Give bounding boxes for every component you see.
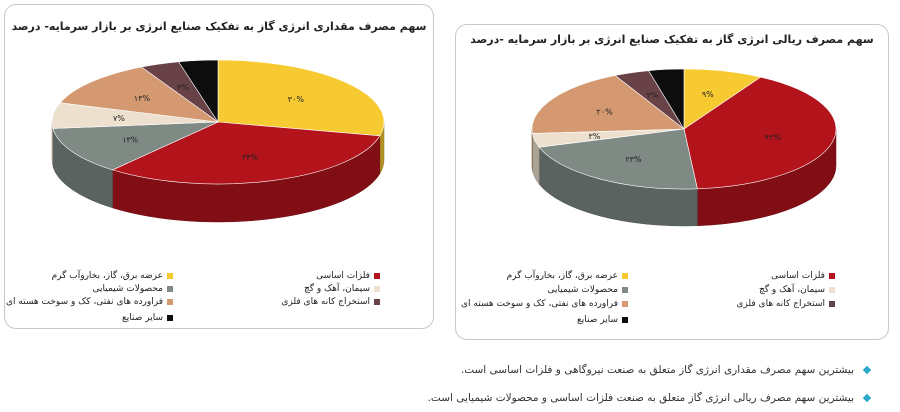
legend-item: فراورده های نفتی، کک و سوخت هسته ای bbox=[6, 297, 173, 307]
legend-item: سیمان، آهک و گچ bbox=[759, 285, 835, 295]
legend-swatch bbox=[829, 287, 835, 293]
legend-item: عرضه برق، گاز، بخاروآب گرم bbox=[507, 271, 628, 281]
legend-item: محصولات شیمیایی bbox=[93, 284, 173, 294]
pie-data-label: ۲۳% bbox=[625, 155, 642, 164]
pie-slice bbox=[648, 68, 685, 131]
legend-swatch bbox=[622, 301, 628, 307]
legend-swatch bbox=[167, 315, 173, 321]
legend-item: سایر صنایع bbox=[122, 313, 173, 323]
legend-swatch bbox=[374, 299, 380, 305]
pie-data-label: ۱۳% bbox=[134, 94, 151, 103]
legend-label: محصولات شیمیایی bbox=[92, 284, 163, 294]
legend-item: فراورده های نفتی، کک و سوخت هسته ای bbox=[461, 299, 628, 309]
legend-label: سیمان، آهک و گچ bbox=[303, 284, 370, 294]
legend-label: استخراج کانه های فلزی bbox=[736, 299, 825, 309]
legend-item: استخراج کانه های فلزی bbox=[736, 299, 835, 309]
chart-card-rial: سهم مصرف ریالی انرژی گاز به تفکیک صنایع … bbox=[455, 24, 889, 340]
legend-item: فلزات اساسی bbox=[316, 271, 380, 281]
pie-data-label: ۱۳% bbox=[122, 136, 139, 145]
legend-label: فلزات اساسی bbox=[316, 271, 370, 281]
pie-data-label: ۴۳% bbox=[765, 133, 782, 142]
legend-item: فلزات اساسی bbox=[771, 271, 835, 281]
legend-swatch bbox=[374, 286, 380, 292]
diamond-bullet-icon bbox=[862, 365, 872, 375]
note-item: بیشترین سهم مصرف ریالی انرژی گاز متعلق ب… bbox=[427, 392, 872, 404]
legend-label: عرضه برق، گاز، بخاروآب گرم bbox=[506, 271, 618, 281]
pie-data-label: ۳۰% bbox=[288, 95, 305, 104]
pie-data-label: ۷% bbox=[113, 114, 125, 123]
legend-swatch bbox=[167, 273, 173, 279]
legend-swatch bbox=[167, 299, 173, 305]
legend-item: استخراج کانه های فلزی bbox=[281, 297, 380, 307]
pie-slice bbox=[538, 128, 698, 190]
pie-data-label: ۳% bbox=[589, 132, 601, 141]
legend-swatch bbox=[829, 273, 835, 279]
chart-title: سهم مصرف ریالی انرژی گاز به تفکیک صنایع … bbox=[470, 33, 874, 46]
pie-chart-rial: ۹% ۴۳% ۲۳% ۳% ۲۰% ۳% bbox=[531, 68, 837, 227]
legend-label: سیمان، آهک و گچ bbox=[758, 285, 825, 295]
legend-label: استخراج کانه های فلزی bbox=[281, 297, 370, 307]
diamond-bullet-icon bbox=[862, 393, 872, 403]
chart-title: سهم مصرف مقداری انرژی گاز به تفکیک صنایع… bbox=[11, 20, 427, 33]
legend-item: سیمان، آهک و گچ bbox=[304, 284, 380, 294]
pie-slice bbox=[59, 66, 219, 123]
legend-swatch bbox=[829, 301, 835, 307]
pie-slice bbox=[217, 59, 385, 137]
legend-label: فلزات اساسی bbox=[771, 271, 825, 281]
legend-item: سایر صنایع bbox=[577, 315, 628, 325]
legend-swatch bbox=[622, 317, 628, 323]
note-item: بیشترین سهم مصرف مقداری انرژی گاز متعلق … bbox=[460, 364, 872, 376]
pie-slice bbox=[111, 121, 381, 185]
pie-data-label: ۹% bbox=[702, 90, 714, 99]
note-text: بیشترین سهم مصرف ریالی انرژی گاز متعلق ب… bbox=[427, 392, 854, 404]
pie-data-label: ۳% bbox=[647, 91, 659, 100]
legend-label: سایر صنایع bbox=[576, 315, 618, 325]
pie-data-label: ۳% bbox=[177, 83, 189, 92]
chart-card-quantity: سهم مصرف مقداری انرژی گاز به تفکیک صنایع… bbox=[4, 4, 434, 329]
legend-swatch bbox=[167, 286, 173, 292]
chart-legend: عرضه برق، گاز، بخاروآب گرم فلزات اساسی محص… bbox=[456, 263, 890, 333]
legend-label: فراورده های نفتی، کک و سوخت هسته ای bbox=[460, 299, 618, 309]
pie-data-label: ۲۰% bbox=[596, 107, 613, 116]
pie-slice bbox=[683, 76, 837, 190]
pie-slice bbox=[178, 59, 219, 124]
legend-swatch bbox=[622, 273, 628, 279]
chart-legend: عرضه برق، گاز، بخاروآب گرم فلزات اساسی محص… bbox=[5, 263, 435, 327]
pie-slice bbox=[531, 75, 685, 134]
legend-item: محصولات شیمیایی bbox=[548, 285, 628, 295]
legend-label: عرضه برق، گاز، بخاروآب گرم bbox=[51, 271, 163, 281]
legend-swatch bbox=[374, 273, 380, 279]
pie-data-label: ۳۴% bbox=[242, 153, 259, 162]
note-text: بیشترین سهم مصرف مقداری انرژی گاز متعلق … bbox=[460, 364, 854, 376]
pie-slice bbox=[52, 121, 219, 171]
pie-chart-quantity: ۳۰% ۳۴% ۱۳% ۷% ۱۳% ۳% bbox=[51, 59, 385, 223]
legend-label: محصولات شیمیایی bbox=[547, 285, 618, 295]
legend-item: عرضه برق، گاز، بخاروآب گرم bbox=[52, 271, 173, 281]
legend-swatch bbox=[622, 287, 628, 293]
legend-label: سایر صنایع bbox=[121, 313, 163, 323]
legend-label: فراورده های نفتی، کک و سوخت هسته ای bbox=[5, 297, 163, 307]
